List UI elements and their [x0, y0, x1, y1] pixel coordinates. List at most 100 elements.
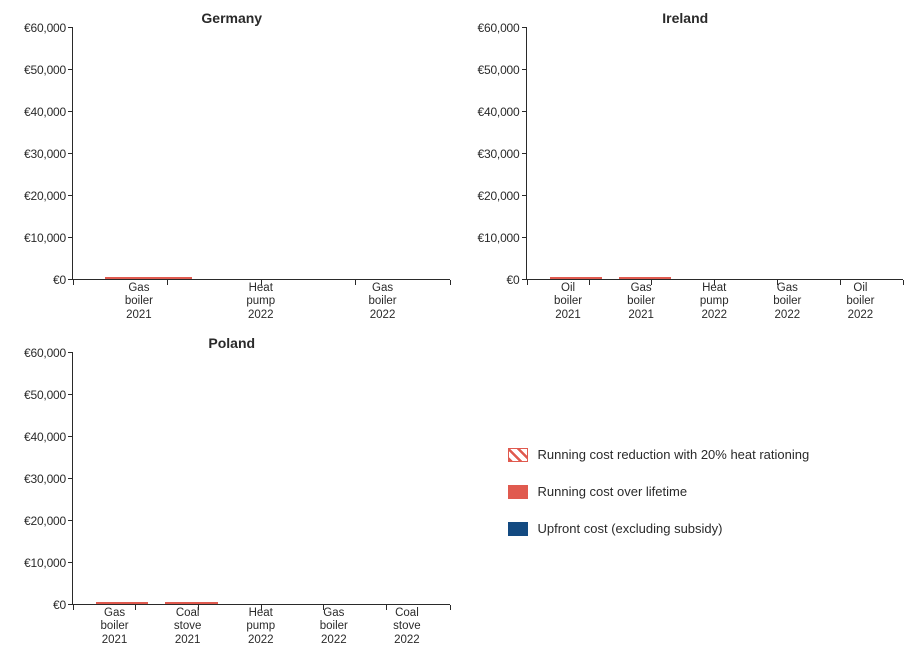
y-tick-label: €40,000 — [24, 430, 66, 444]
y-tick-mark — [68, 436, 73, 437]
y-tick-mark — [522, 195, 527, 196]
x-tick-mark — [527, 280, 528, 285]
x-tick-mark — [135, 605, 136, 610]
y-tick-label: €10,000 — [478, 231, 520, 245]
y-axis: €0€10,000€20,000€30,000€40,000€50,000€60… — [14, 28, 72, 280]
legend-swatch-hatch — [508, 448, 528, 462]
y-axis: €0€10,000€20,000€30,000€40,000€50,000€60… — [468, 28, 526, 280]
legend-item-upfront: Upfront cost (excluding subsidy) — [508, 521, 904, 536]
x-tick-mark — [714, 280, 715, 285]
x-tick-label: Coal stove 2022 — [370, 607, 443, 648]
x-tick-mark — [355, 280, 356, 285]
page: Germany €0 €10,000 €20,000 €30,000 €40,000 €5… — [0, 0, 917, 658]
y-tick-label: €20,000 — [478, 189, 520, 203]
x-tick-label: Heat pump 2022 — [678, 282, 751, 323]
legend-label: Running cost over lifetime — [538, 484, 688, 499]
y-tick-label: €60,000 — [478, 21, 520, 35]
plot-area: €0€10,000€20,000€30,000€40,000€50,000€60… — [14, 353, 450, 605]
x-tick-mark — [589, 280, 590, 285]
y-tick-mark — [68, 111, 73, 112]
y-tick-label: €50,000 — [24, 388, 66, 402]
y-tick-mark — [522, 69, 527, 70]
panel-germany: Germany €0 €10,000 €20,000 €30,000 €40,000 €5… — [14, 10, 450, 323]
panel-ireland: Ireland €0 €10,000 €20,000 €30,000 €40,000 €5… — [468, 10, 904, 323]
y-tick-label: €40,000 — [24, 105, 66, 119]
x-tick-mark — [386, 605, 387, 610]
y-tick-label: €0 — [53, 598, 66, 612]
y-tick-label: €0 — [53, 273, 66, 287]
y-tick-label: €30,000 — [478, 147, 520, 161]
legend: Running cost reduction with 20% heat rat… — [468, 335, 904, 648]
x-tick-mark — [777, 280, 778, 285]
x-tick-label: Heat pump 2022 — [224, 607, 297, 648]
bar-segment-rationing — [619, 277, 671, 279]
y-tick-label: €50,000 — [478, 63, 520, 77]
y-tick-mark — [522, 111, 527, 112]
x-tick-mark — [261, 280, 262, 285]
x-tick-label: Gas boiler 2022 — [297, 607, 370, 648]
y-tick-mark — [522, 237, 527, 238]
y-tick-mark — [68, 237, 73, 238]
x-tick-mark — [73, 605, 74, 610]
y-tick-label: €60,000 — [24, 346, 66, 360]
y-tick-label: €40,000 — [478, 105, 520, 119]
y-tick-label: €10,000 — [24, 556, 66, 570]
legend-item-running: Running cost over lifetime — [508, 484, 904, 499]
y-tick-mark — [68, 69, 73, 70]
x-tick-label: Gas boiler 2022 — [751, 282, 824, 323]
y-tick-mark — [68, 27, 73, 28]
y-tick-mark — [68, 478, 73, 479]
y-tick-mark — [68, 153, 73, 154]
bar-segment-rationing — [165, 602, 217, 604]
y-axis: €0€10,000€20,000€30,000€40,000€50,000€60… — [14, 353, 72, 605]
y-tick-label: €30,000 — [24, 472, 66, 486]
bars-container — [73, 28, 450, 280]
x-axis: Gas boiler 2021Heat pump 2022Gas boiler … — [72, 280, 450, 323]
legend-swatch-running — [508, 485, 528, 499]
y-tick-label: €30,000 — [24, 147, 66, 161]
bar-segment-rationing — [550, 277, 602, 279]
y-tick-mark — [68, 562, 73, 563]
bar — [165, 602, 217, 604]
plot-area: €0€10,000€20,000€30,000€40,000€50,000€60… — [14, 28, 450, 280]
x-axis: Oil boiler 2021Gas boiler 2021Heat pump … — [526, 280, 904, 323]
legend-item-rationing: Running cost reduction with 20% heat rat… — [508, 447, 904, 462]
y-tick-mark — [68, 352, 73, 353]
chart-grid: Germany €0 €10,000 €20,000 €30,000 €40,000 €5… — [14, 10, 903, 648]
bar — [105, 277, 192, 279]
x-tick-mark — [651, 280, 652, 285]
x-tick-label: Coal stove 2021 — [151, 607, 224, 648]
y-tick-label: €10,000 — [24, 231, 66, 245]
y-tick-label: €50,000 — [24, 63, 66, 77]
panel-poland: Poland €0€10,000€20,000€30,000€40,000€50… — [14, 335, 450, 648]
y-tick-label: €20,000 — [24, 189, 66, 203]
x-tick-label: Oil boiler 2021 — [532, 282, 605, 323]
legend-label: Upfront cost (excluding subsidy) — [538, 521, 723, 536]
x-tick-mark — [450, 605, 451, 610]
bar-segment-rationing — [96, 602, 148, 604]
x-tick-label: Oil boiler 2022 — [824, 282, 897, 323]
panel-title: Germany — [14, 10, 450, 26]
y-tick-label: €60,000 — [24, 21, 66, 35]
x-axis: Gas boiler 2021Coal stove 2021Heat pump … — [72, 605, 450, 648]
y-tick-mark — [68, 520, 73, 521]
plot-body — [526, 28, 904, 280]
x-tick-mark — [261, 605, 262, 610]
x-tick-label: Gas boiler 2021 — [605, 282, 678, 323]
legend-swatch-upfront — [508, 522, 528, 536]
bar — [619, 277, 671, 279]
x-tick-mark — [167, 280, 168, 285]
x-tick-mark — [840, 280, 841, 285]
x-tick-mark — [73, 280, 74, 285]
legend-label: Running cost reduction with 20% heat rat… — [538, 447, 810, 462]
y-tick-mark — [68, 195, 73, 196]
bar — [96, 602, 148, 604]
x-tick-mark — [198, 605, 199, 610]
x-tick-label: Gas boiler 2022 — [322, 282, 444, 323]
y-tick-mark — [522, 153, 527, 154]
panel-title: Ireland — [468, 10, 904, 26]
plot-area: €0€10,000€20,000€30,000€40,000€50,000€60… — [468, 28, 904, 280]
bar-segment-rationing — [105, 277, 192, 279]
y-tick-label: €0 — [507, 273, 520, 287]
y-tick-label: €20,000 — [24, 514, 66, 528]
